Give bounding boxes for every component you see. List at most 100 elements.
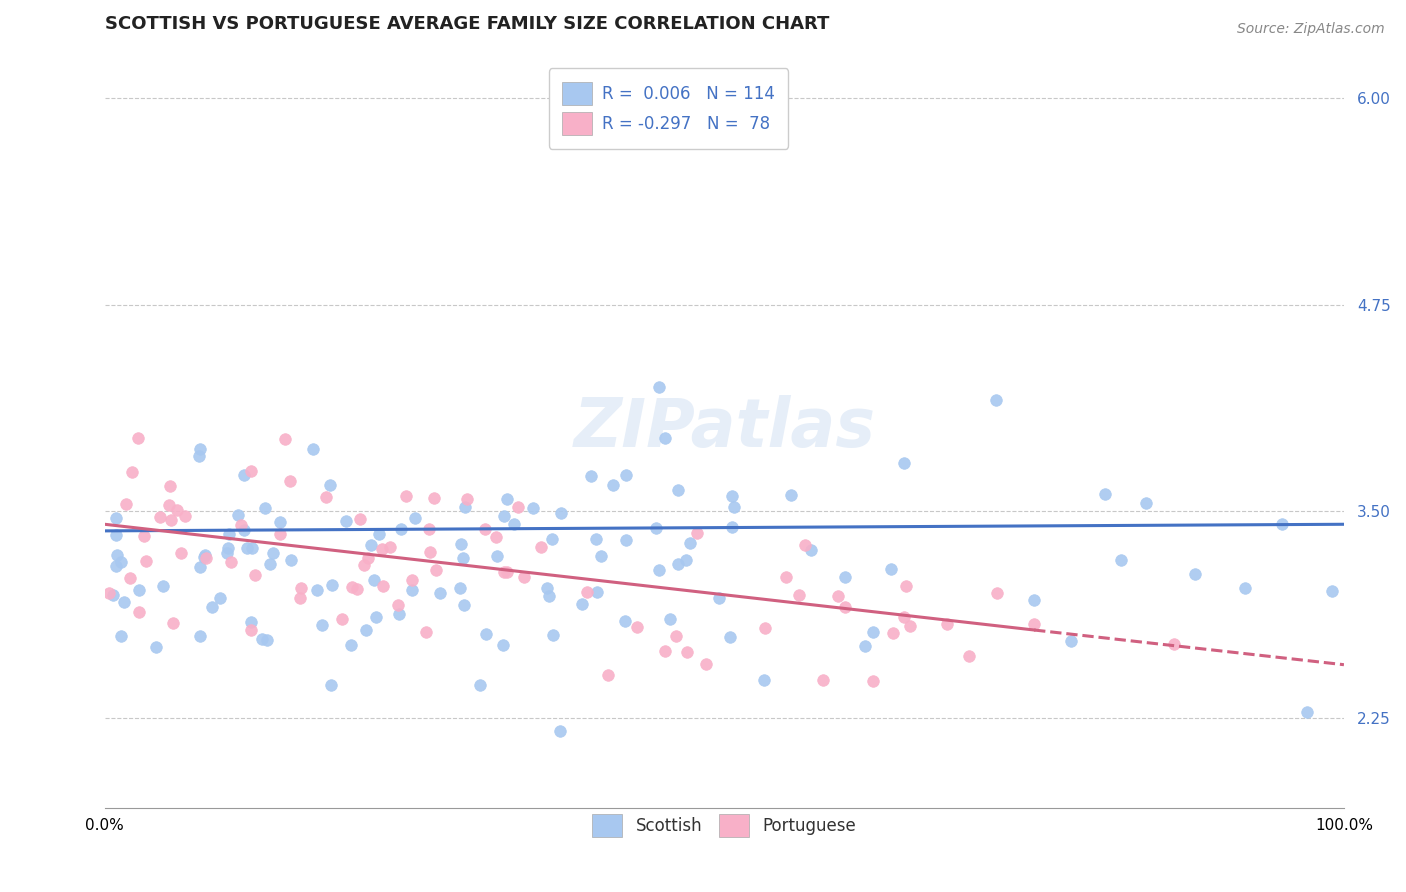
Text: SCOTTISH VS PORTUGUESE AVERAGE FAMILY SIZE CORRELATION CHART: SCOTTISH VS PORTUGUESE AVERAGE FAMILY SI… — [104, 15, 830, 33]
Point — [676, 645, 699, 659]
Point — [675, 552, 697, 566]
Point — [188, 629, 211, 643]
Point — [135, 554, 157, 568]
Point — [898, 619, 921, 633]
Point — [128, 583, 150, 598]
Point — [98, 586, 121, 600]
Point — [450, 537, 472, 551]
Point — [834, 600, 856, 615]
Point — [834, 569, 856, 583]
Point — [240, 541, 263, 556]
Point — [368, 527, 391, 541]
Point — [218, 526, 240, 541]
Point — [128, 605, 150, 619]
Point — [614, 533, 637, 547]
Point — [752, 673, 775, 688]
Point — [540, 532, 562, 546]
Point — [1233, 581, 1256, 595]
Point — [1184, 566, 1206, 581]
Point — [188, 442, 211, 457]
Point — [626, 620, 648, 634]
Point — [219, 555, 242, 569]
Point — [793, 538, 815, 552]
Point — [404, 511, 426, 525]
Point — [425, 563, 447, 577]
Point — [513, 570, 536, 584]
Legend: Scottish, Portuguese: Scottish, Portuguese — [583, 805, 865, 846]
Point — [419, 545, 441, 559]
Point — [530, 541, 553, 555]
Point — [986, 585, 1008, 599]
Point — [387, 599, 409, 613]
Point — [658, 612, 681, 626]
Point — [485, 530, 508, 544]
Point — [723, 500, 745, 514]
Point — [239, 623, 262, 637]
Point — [269, 527, 291, 541]
Point — [239, 615, 262, 629]
Point — [893, 609, 915, 624]
Point — [104, 528, 127, 542]
Point — [468, 678, 491, 692]
Point — [307, 582, 329, 597]
Point — [596, 668, 619, 682]
Point — [253, 500, 276, 515]
Point — [188, 560, 211, 574]
Point — [541, 628, 564, 642]
Point — [827, 589, 849, 603]
Point — [101, 588, 124, 602]
Point — [665, 629, 688, 643]
Point — [315, 490, 337, 504]
Point — [380, 541, 402, 555]
Point — [429, 586, 451, 600]
Point — [388, 607, 411, 621]
Point — [718, 630, 741, 644]
Point — [853, 639, 876, 653]
Point — [645, 521, 668, 535]
Point — [201, 600, 224, 615]
Point — [354, 624, 377, 638]
Point — [602, 477, 624, 491]
Point — [145, 640, 167, 655]
Point — [229, 517, 252, 532]
Point — [340, 638, 363, 652]
Point — [522, 500, 544, 515]
Point — [1094, 487, 1116, 501]
Point — [779, 488, 801, 502]
Point — [288, 591, 311, 605]
Point — [269, 515, 291, 529]
Point — [232, 467, 254, 482]
Point — [550, 506, 572, 520]
Point — [537, 590, 560, 604]
Point — [174, 509, 197, 524]
Point — [321, 578, 343, 592]
Text: ZIPatlas: ZIPatlas — [574, 395, 876, 461]
Point — [250, 632, 273, 646]
Point — [721, 489, 744, 503]
Point — [986, 392, 1008, 407]
Point — [754, 621, 776, 635]
Point — [449, 581, 471, 595]
Point — [453, 598, 475, 612]
Point — [274, 432, 297, 446]
Point — [585, 532, 607, 546]
Point — [679, 536, 702, 550]
Point — [585, 585, 607, 599]
Point — [187, 450, 209, 464]
Point — [575, 585, 598, 599]
Point — [346, 582, 368, 596]
Point — [256, 633, 278, 648]
Point — [616, 468, 638, 483]
Point — [894, 579, 917, 593]
Point — [371, 579, 394, 593]
Point — [1060, 633, 1083, 648]
Point — [422, 491, 444, 505]
Point — [666, 483, 689, 497]
Point — [110, 629, 132, 643]
Point — [159, 513, 181, 527]
Point — [456, 491, 478, 506]
Point — [401, 573, 423, 587]
Point — [1320, 583, 1343, 598]
Point — [536, 581, 558, 595]
Point — [243, 567, 266, 582]
